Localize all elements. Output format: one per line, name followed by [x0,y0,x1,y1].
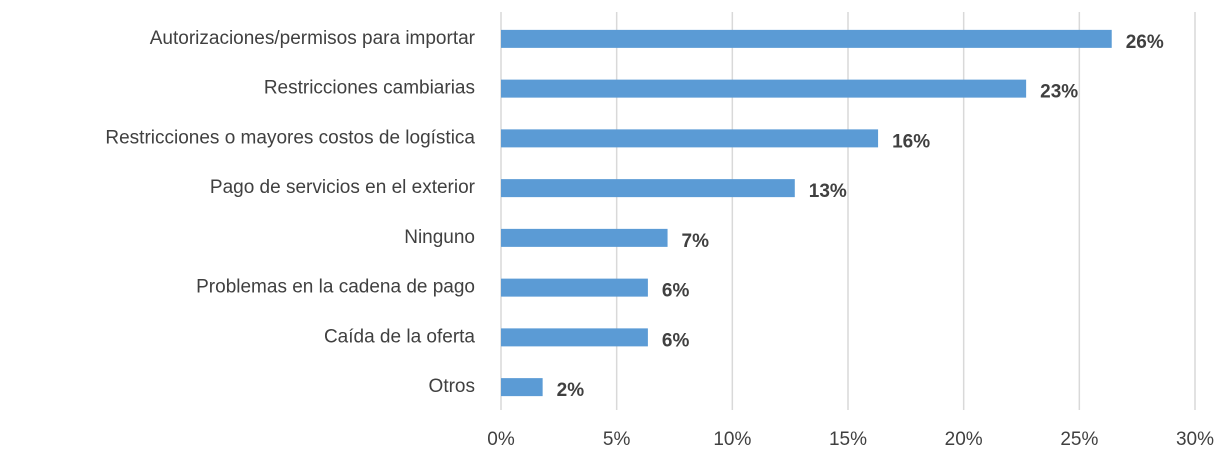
y-tick-label: Otros [429,376,475,397]
x-tick-label: 15% [829,429,867,450]
value-label: 13% [809,181,847,202]
bar [501,29,1112,48]
y-tick-label: Restricciones o mayores costos de logíst… [105,127,475,148]
y-tick-label: Autorizaciones/permisos para importar [150,28,476,49]
value-label: 7% [682,231,710,252]
bar [501,378,543,397]
y-tick-label: Problemas en la cadena de pago [196,277,475,298]
value-label: 2% [557,380,585,401]
bar [501,328,648,347]
x-tick-label: 5% [603,429,631,450]
value-label: 26% [1126,32,1164,53]
x-tick-label: 25% [1060,429,1098,450]
x-tick-label: 30% [1176,429,1214,450]
x-tick-label: 20% [945,429,983,450]
value-label: 16% [892,131,930,152]
bar [501,129,879,148]
bar [501,228,668,247]
y-tick-label: Restricciones cambiarias [264,78,475,99]
y-tick-label: Pago de servicios en el exterior [210,177,476,198]
bar [501,79,1027,98]
value-label: 23% [1040,82,1078,103]
bar [501,278,648,297]
value-label: 6% [662,281,690,302]
x-tick-label: 10% [713,429,751,450]
bar [501,179,795,198]
x-tick-label: 0% [487,429,515,450]
value-label: 6% [662,330,690,351]
y-tick-label: Caída de la oferta [324,326,475,347]
y-tick-label: Ninguno [404,227,475,248]
